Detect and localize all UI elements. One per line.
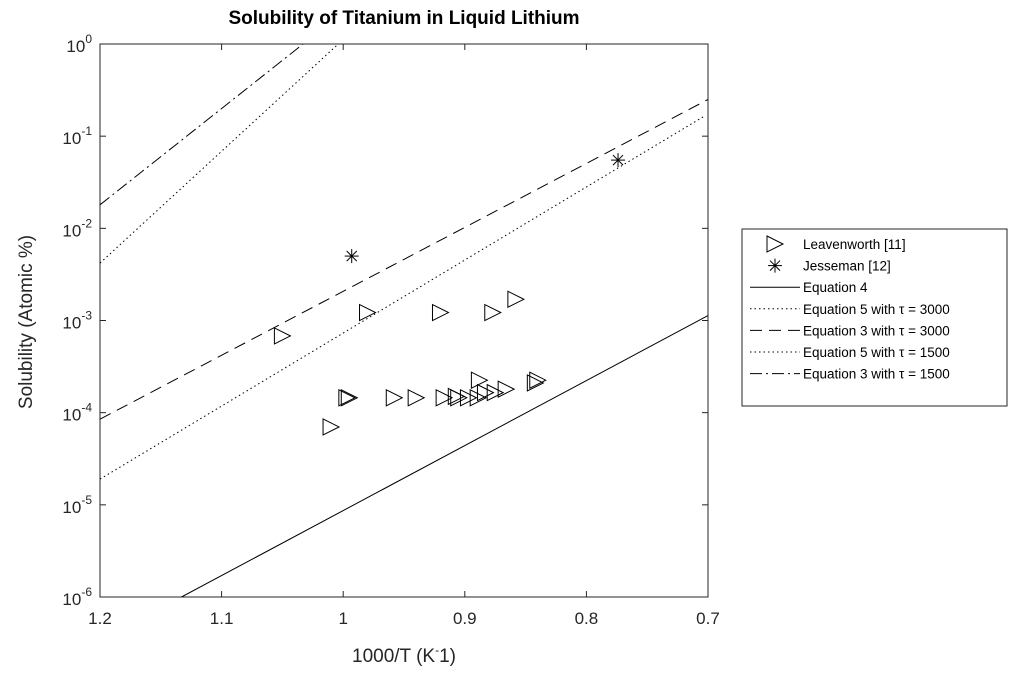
legend-box — [741, 228, 1008, 407]
y-tick-label-base-1: 10 — [62, 129, 81, 148]
data-point-1-1-d2 — [612, 154, 624, 166]
data-point-0-8 — [435, 388, 454, 407]
x-axis-label-sup: - — [435, 643, 439, 657]
legend-label-0: Leavenworth [11] — [803, 237, 906, 252]
y-tick-label-base-6: 10 — [62, 590, 81, 609]
data-point-0-1 — [322, 418, 341, 436]
data-point-0-17 — [497, 380, 516, 398]
series-line-6 — [100, 44, 304, 206]
data-point-0-11 — [459, 388, 478, 407]
data-point-1-0 — [344, 249, 359, 264]
y-tick-label-power-5: -5 — [81, 493, 92, 507]
y-tick-label-base-5: 10 — [62, 498, 81, 517]
legend-swatch-1-d2 — [769, 260, 781, 271]
legend-label-5: Equation 5 with τ = 1500 — [803, 345, 950, 360]
x-tick-label-1: 1.1 — [210, 609, 234, 628]
data-point-0-5 — [385, 388, 404, 407]
axis-ticks: 1.2 1.1 1 0.9 0.8 0.710010-110-210-310-410-51… — [62, 32, 719, 628]
plot-area — [99, 43, 709, 598]
legend-swatch-0 — [766, 235, 785, 253]
data-point-0-18 — [507, 290, 525, 309]
data-point-0-12 — [469, 388, 488, 407]
data-layer — [100, 44, 708, 597]
y-tick-label-4: 10-4 — [62, 401, 92, 425]
y-tick-label-6: 10-6 — [62, 585, 92, 609]
data-point-0-20 — [529, 371, 547, 390]
data-point-0-15 — [484, 303, 502, 322]
y-tick-label-1: 10-1 — [62, 124, 92, 148]
legend-label-4: Equation 3 with τ = 3000 — [803, 323, 950, 338]
series-markers-1 — [344, 153, 626, 264]
series-markers-0 — [273, 290, 547, 436]
series-line-3 — [100, 44, 339, 264]
y-tick-label-base-0: 10 — [66, 37, 85, 56]
x-axis-label: 1000/T (K-1) — [352, 643, 456, 667]
y-tick-label-2: 10-2 — [62, 216, 92, 240]
data-point-0-16 — [486, 383, 505, 402]
axes-box — [99, 43, 709, 598]
y-tick-label-base-4: 10 — [62, 406, 81, 425]
legend-label-2: Equation 4 — [803, 280, 868, 295]
y-tick-label-base-3: 10 — [62, 314, 81, 333]
y-tick-label-power-3: -3 — [81, 309, 92, 323]
data-point-0-3 — [340, 388, 359, 407]
x-tick-label-5: 0.7 — [696, 609, 720, 628]
series-line-2 — [181, 315, 708, 597]
x-axis-label-main: 1000/T (K — [352, 646, 435, 667]
series-line-4 — [100, 99, 708, 420]
data-point-0-4 — [359, 303, 377, 322]
y-axis-label: Solubility (Atomic %) — [16, 235, 37, 409]
y-tick-label-5: 10-5 — [62, 493, 92, 517]
data-point-0-7 — [431, 303, 450, 322]
y-tick-label-power-4: -4 — [81, 401, 92, 415]
y-tick-label-power-6: -6 — [81, 585, 92, 599]
legend: Leavenworth [11] Jesseman [12] Equation 4 E… — [741, 228, 1008, 407]
data-point-0-19 — [526, 374, 545, 392]
legend-label-1: Jesseman [12] — [803, 259, 891, 274]
data-point-0-10 — [450, 388, 468, 407]
y-tick-label-0: 100 — [66, 32, 92, 56]
data-point-0-14 — [476, 383, 495, 402]
data-point-0-0 — [273, 327, 292, 345]
x-axis-label-end: 1) — [439, 646, 456, 667]
x-tick-label-4: 0.8 — [575, 609, 599, 628]
data-point-1-0-d2 — [346, 250, 358, 262]
chart-title: Solubility of Titanium in Liquid Lithium — [228, 8, 579, 29]
y-tick-label-power-1: -1 — [81, 124, 92, 138]
y-tick-label-power-0: 0 — [85, 32, 92, 46]
legend-label-6: Equation 3 with τ = 1500 — [803, 367, 950, 382]
y-tick-label-base-2: 10 — [62, 221, 81, 240]
x-tick-label-3: 0.9 — [453, 609, 477, 628]
x-tick-label-2: 1 — [338, 609, 347, 628]
data-point-0-2 — [338, 388, 356, 407]
data-point-0-13 — [470, 371, 489, 390]
data-point-0-6 — [407, 388, 426, 407]
data-point-1-1 — [611, 153, 626, 168]
legend-label-3: Equation 5 with τ = 3000 — [803, 302, 950, 317]
x-tick-label-0: 1.2 — [88, 609, 112, 628]
legend-swatch-1 — [768, 258, 782, 273]
series-line-5 — [100, 115, 705, 480]
y-tick-label-3: 10-3 — [62, 309, 92, 333]
y-tick-label-power-2: -2 — [81, 216, 92, 230]
